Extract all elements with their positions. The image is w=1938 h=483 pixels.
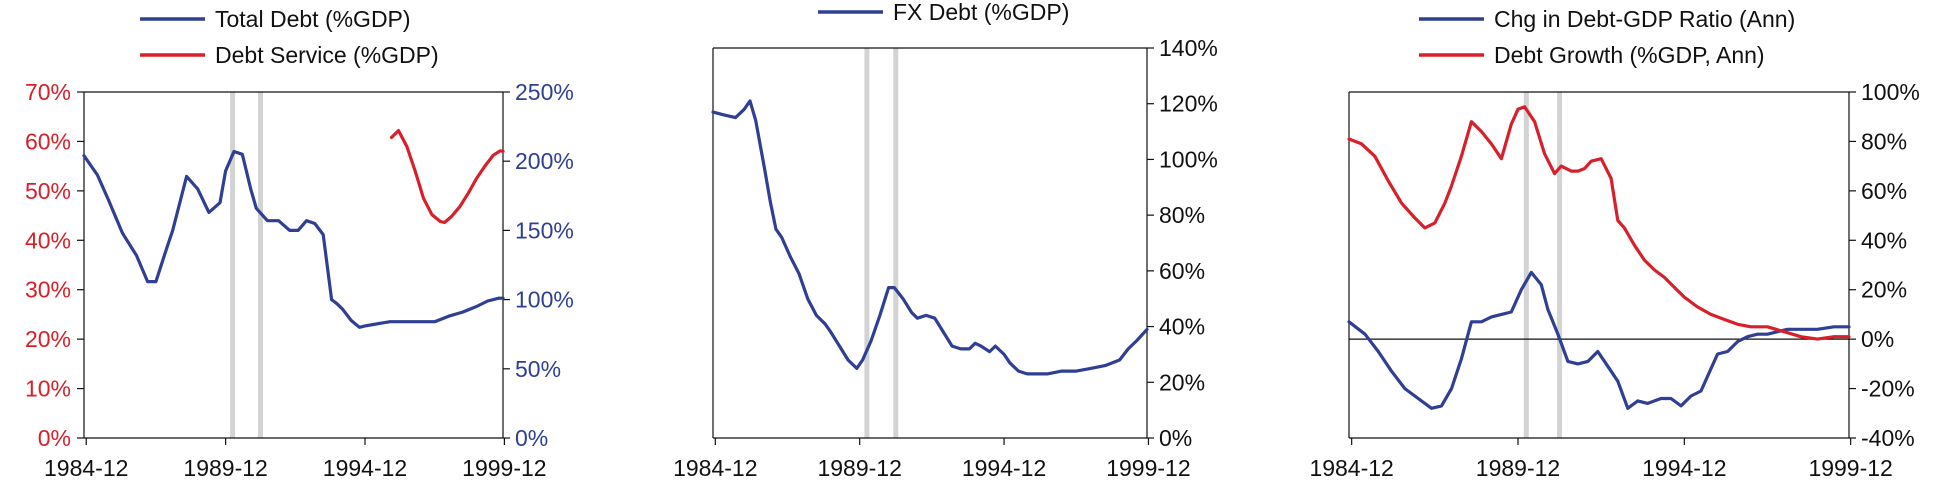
right-y-tick-label: 80% — [1159, 202, 1205, 228]
recession-bar — [1523, 92, 1529, 438]
legend-label: Total Debt (%GDP) — [215, 6, 411, 32]
chart-panel-1: 1984-12 1989-12 1994-12 1999-12 0% 50% 100% 150… — [25, 6, 574, 481]
x-tick-label: 1989-12 — [817, 455, 901, 481]
right-y-tick-label: 20% — [1861, 277, 1907, 303]
x-tick-label: 1994-12 — [1642, 455, 1726, 481]
right-y-tick-label: 60% — [1159, 258, 1205, 284]
left-y-tick-label: 0% — [38, 425, 71, 451]
right-y-tick-label: 200% — [515, 148, 574, 174]
recession-bar — [230, 92, 236, 438]
legend-label: Debt Service (%GDP) — [215, 42, 439, 68]
right-y-tick-label: 60% — [1861, 178, 1907, 204]
series-line-1 — [711, 99, 1149, 376]
legend-label: FX Debt (%GDP) — [893, 0, 1069, 25]
right-y-tick-label: 50% — [515, 356, 561, 382]
recession-bar — [893, 48, 899, 438]
x-tick-label: 1994-12 — [962, 455, 1046, 481]
left-y-tick-label: 50% — [25, 178, 71, 204]
right-y-tick-label: 100% — [515, 287, 574, 313]
right-y-tick-label: 80% — [1861, 128, 1907, 154]
x-tick-label: 1984-12 — [673, 455, 757, 481]
x-tick-label: 1999-12 — [1106, 455, 1190, 481]
series-line-2 — [1347, 105, 1851, 341]
right-y-tick-label: 0% — [515, 425, 548, 451]
left-y-tick-label: 60% — [25, 128, 71, 154]
recession-bar — [864, 48, 870, 438]
right-y-tick-label: -40% — [1861, 425, 1915, 451]
right-y-tick-label: 0% — [1159, 425, 1192, 451]
right-y-tick-label: 20% — [1159, 369, 1205, 395]
left-y-tick-label: 30% — [25, 277, 71, 303]
left-y-tick-label: 20% — [25, 326, 71, 352]
right-y-tick-label: 250% — [515, 79, 574, 105]
right-y-tick-label: 40% — [1159, 314, 1205, 340]
right-y-tick-label: 100% — [1159, 146, 1218, 172]
right-y-tick-label: 0% — [1861, 326, 1894, 352]
chart-panel-2: 1984-12 1989-12 1994-12 1999-12 0% 20% 40% 60% 8… — [673, 0, 1218, 481]
chart-panel-3: 1984-12 1989-12 1994-12 1999-12 -40% -20% 0% 20… — [1309, 6, 1919, 481]
legend-label: Debt Growth (%GDP, Ann) — [1494, 42, 1765, 68]
recession-bar — [257, 92, 263, 438]
right-y-tick-label: 40% — [1861, 227, 1907, 253]
left-y-tick-label: 40% — [25, 227, 71, 253]
right-y-tick-label: 150% — [515, 217, 574, 243]
x-tick-label: 1984-12 — [1309, 455, 1393, 481]
left-y-tick-label: 10% — [25, 376, 71, 402]
x-tick-label: 1994-12 — [323, 455, 407, 481]
x-tick-label: 1984-12 — [44, 455, 128, 481]
x-tick-label: 1989-12 — [1476, 455, 1560, 481]
series-line-1 — [82, 149, 505, 329]
legend-label: Chg in Debt-GDP Ratio (Ann) — [1494, 6, 1795, 32]
x-tick-label: 1999-12 — [1808, 455, 1892, 481]
right-y-tick-label: -20% — [1861, 376, 1915, 402]
x-tick-label: 1989-12 — [183, 455, 267, 481]
series-line-1 — [1347, 270, 1851, 410]
series-line-2 — [389, 129, 505, 225]
recession-bar — [1557, 92, 1563, 438]
right-y-tick-label: 100% — [1861, 79, 1920, 105]
x-tick-label: 1999-12 — [462, 455, 546, 481]
right-y-tick-label: 120% — [1159, 91, 1218, 117]
left-y-tick-label: 70% — [25, 79, 71, 105]
right-y-tick-label: 140% — [1159, 35, 1218, 61]
